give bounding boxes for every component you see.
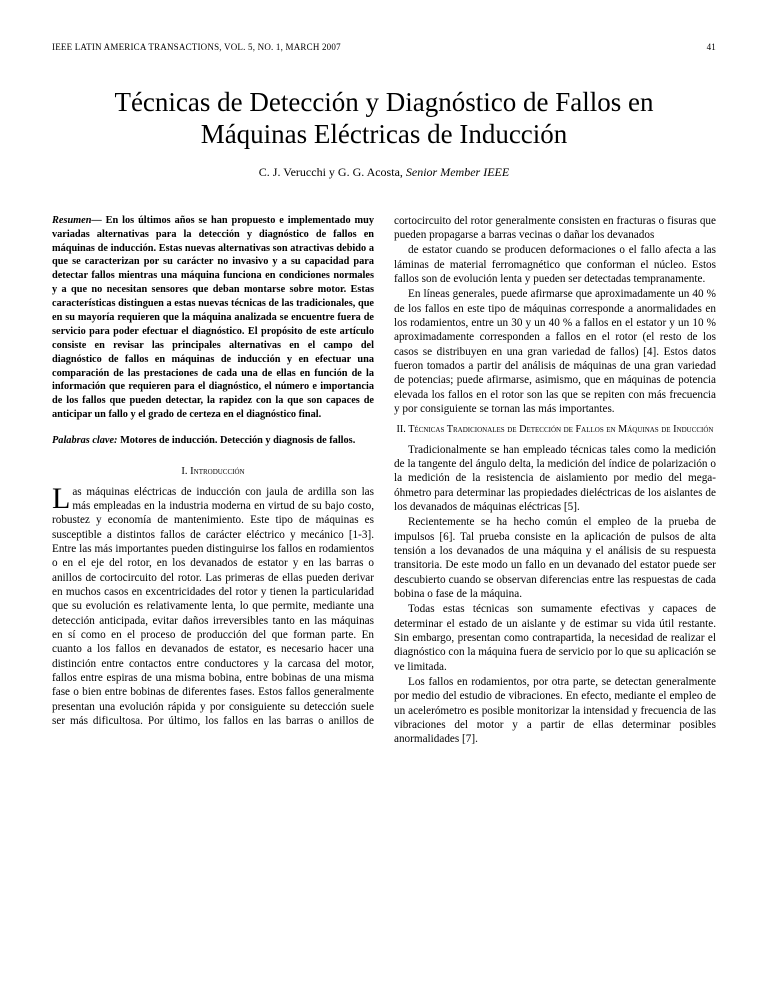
paragraph-6: Todas estas técnicas son sumamente efect… [394, 602, 716, 674]
section-2-heading: II. Técnicas Tradicionales de Detección … [394, 424, 716, 436]
authors-line: C. J. Verucchi y G. G. Acosta, Senior Me… [52, 165, 716, 180]
abstract-label: Resumen— [52, 215, 106, 226]
section-1-heading: I. Introducción [52, 465, 374, 478]
paragraph-3: En líneas generales, puede afirmarse que… [394, 287, 716, 416]
author-names: C. J. Verucchi y G. G. Acosta, [259, 165, 406, 179]
paragraph-5: Recientemente se ha hecho común el emple… [394, 515, 716, 601]
paper-title: Técnicas de Detección y Diagnóstico de F… [52, 86, 716, 151]
paragraph-4: Tradicionalmente se han empleado técnica… [394, 443, 716, 515]
page-number: 41 [707, 42, 716, 52]
running-header: IEEE LATIN AMERICA TRANSACTIONS, VOL. 5,… [52, 42, 716, 52]
body-columns: Resumen— En los últimos años se han prop… [52, 214, 716, 747]
keywords-text: Motores de inducción. Detección y diagno… [120, 435, 355, 446]
keywords-label: Palabras clave: [52, 435, 120, 446]
abstract-text: En los últimos años se han propuesto e i… [52, 215, 374, 420]
title-line-2: Máquinas Eléctricas de Inducción [201, 119, 568, 149]
paragraph-7: Los fallos en rodamientos, por otra part… [394, 675, 716, 747]
keywords: Palabras clave: Motores de inducción. De… [52, 434, 374, 447]
author-role: Senior Member IEEE [406, 165, 509, 179]
dropcap-letter: L [52, 485, 72, 512]
abstract: Resumen— En los últimos años se han prop… [52, 214, 374, 422]
title-line-1: Técnicas de Detección y Diagnóstico de F… [114, 87, 653, 117]
journal-name: IEEE LATIN AMERICA TRANSACTIONS, VOL. 5,… [52, 42, 341, 52]
paragraph-2: de estator cuando se producen deformacio… [394, 243, 716, 286]
